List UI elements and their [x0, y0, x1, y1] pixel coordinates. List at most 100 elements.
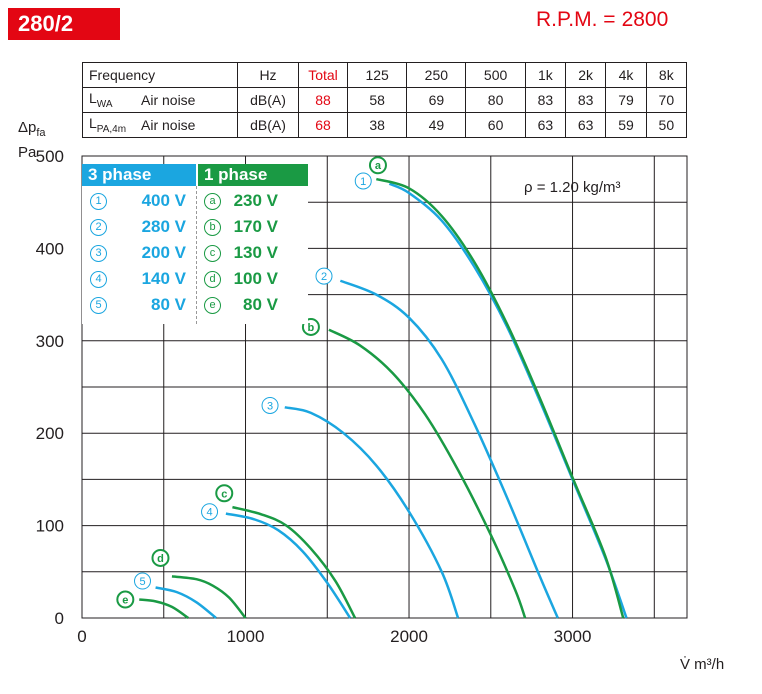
tick-labels: 0 100 200 300 400 500 0 1000 2000 3000: [36, 147, 592, 646]
y-tick-label: 200: [36, 424, 64, 443]
curve-mark-2: [315, 267, 333, 285]
noise-header-row: Frequency Hz Total 125 250 500 1k 2k 4k …: [82, 62, 688, 88]
row-value: 58: [346, 87, 408, 113]
curve-c: [232, 505, 357, 619]
legend-3phase-title: 3 phase: [82, 164, 196, 186]
legend-3phase-voltage: 280 V: [141, 217, 186, 236]
curve-mark-label: 4: [206, 507, 212, 519]
row-desc: Air noise: [135, 112, 238, 138]
curve-a: [375, 177, 625, 619]
curve-b: [328, 328, 527, 619]
curve-mark-label: 1: [360, 176, 366, 188]
curve-5: [155, 586, 217, 619]
legend-1phase-item: a: [204, 188, 221, 214]
y-label-main: Δp: [18, 119, 37, 136]
mark-icon: d: [204, 271, 221, 289]
row-value: 83: [524, 87, 567, 113]
curves: [139, 177, 628, 620]
curve-mark-a: [368, 156, 387, 175]
x-tick-label: 3000: [554, 627, 592, 646]
mark-icon: 3: [90, 245, 107, 263]
legend-3phase-voltage: 200 V: [141, 243, 186, 262]
curve-mark-3: [261, 396, 279, 414]
curve-mark-c: [215, 484, 234, 503]
legend-3phase-item: 2: [90, 214, 107, 240]
curve-mark-label: e: [122, 595, 128, 607]
y-label-sub: fa: [36, 127, 46, 139]
y-tick-label: 400: [36, 239, 64, 258]
legend-3phase-voltage: 140 V: [141, 269, 186, 288]
row-value: 70: [645, 87, 688, 113]
legend-1phase-item: c: [204, 240, 221, 266]
row-value: 63: [524, 112, 567, 138]
curve-2: [339, 279, 559, 619]
y-tick-label: 300: [36, 332, 64, 351]
mark-icon: b: [204, 219, 221, 237]
curve-mark-label: d: [157, 553, 164, 565]
curve-mark-d: [151, 548, 170, 567]
y-tick-label: 0: [55, 609, 64, 628]
legend-1phase-voltage: 100 V: [233, 269, 278, 288]
legend-divider: [196, 186, 197, 324]
curve-3: [284, 406, 460, 619]
y-unit: Pa: [18, 144, 37, 161]
curve-mark-label: 5: [139, 576, 145, 588]
curve-d: [171, 575, 247, 619]
noise-row-lpa: LPA,4m Air noise dB(A) 68 38 49 60 63 63…: [82, 112, 688, 138]
row-value: 63: [565, 112, 607, 138]
mark-icon: 4: [90, 271, 107, 289]
rpm-label: R.P.M. =: [536, 8, 616, 31]
row-total: 68: [298, 112, 348, 138]
model-badge: 280/2: [8, 8, 120, 40]
legend-1phase-voltage: 230 V: [233, 191, 278, 210]
curve-mark-label: c: [221, 488, 227, 500]
mark-icon: 5: [90, 297, 107, 315]
legend-1phase-item: d: [204, 266, 221, 292]
curve-mark-4: [201, 503, 219, 521]
legend-3phase-item: 3: [90, 240, 107, 266]
row-unit: dB(A): [237, 112, 299, 138]
curve-e: [139, 598, 189, 620]
rpm-value: 2800: [621, 8, 669, 31]
legend-1phase-item: b: [204, 214, 221, 240]
curve-mark-1: [354, 172, 372, 190]
x-tick-label: 0: [77, 627, 86, 646]
legend-1phase-title: 1 phase: [198, 164, 308, 186]
x-tick-label: 2000: [390, 627, 428, 646]
mark-icon: e: [204, 297, 221, 315]
rpm-readout: R.P.M. = 2800: [536, 8, 674, 32]
curve-mark-label: b: [308, 322, 315, 334]
curve-4: [225, 512, 352, 619]
row-label: LPA,4m: [82, 112, 135, 138]
legend-1phase-voltage: 130 V: [233, 243, 278, 262]
row-value: 38: [346, 112, 408, 138]
curve-mark-label: 2: [321, 271, 327, 283]
noise-table: Frequency Hz Total 125 250 500 1k 2k 4k …: [82, 62, 688, 138]
noise-row-lwa: LWA Air noise dB(A) 88 58 69 80 83 83 79…: [82, 87, 688, 113]
legend-1phase-item: e: [204, 292, 221, 318]
legend-3phase-voltage: 80 V: [151, 295, 186, 314]
row-value: 83: [565, 87, 607, 113]
density-label: ρ = 1.20 kg/m³: [524, 179, 621, 196]
row-label: LWA: [82, 87, 135, 113]
x-axis-label: V̇ m³/h: [680, 656, 725, 673]
col-250: 250: [406, 62, 467, 88]
legend-1phase-voltage: 170 V: [233, 217, 278, 236]
col-500: 500: [465, 62, 526, 88]
curve-mark-e: [116, 590, 135, 609]
row-unit: dB(A): [237, 87, 299, 113]
col-4k: 4k: [605, 62, 647, 88]
mark-icon: 2: [90, 219, 107, 237]
legend: 3 phase 1 phase 1 400 V 2 280 V 3 200 V …: [82, 164, 308, 324]
mark-icon: 1: [90, 193, 107, 211]
model-label: 280/2: [18, 11, 74, 36]
curve-mark-5: [134, 572, 151, 590]
y-tick-label: 500: [36, 147, 64, 166]
row-value: 60: [465, 112, 526, 138]
legend-3phase-voltage: 400 V: [141, 191, 186, 210]
row-value: 49: [406, 112, 467, 138]
curve-mark-label: a: [375, 160, 382, 172]
curve-mark-label: 3: [267, 400, 273, 412]
legend-3phase-item: 4: [90, 266, 107, 292]
